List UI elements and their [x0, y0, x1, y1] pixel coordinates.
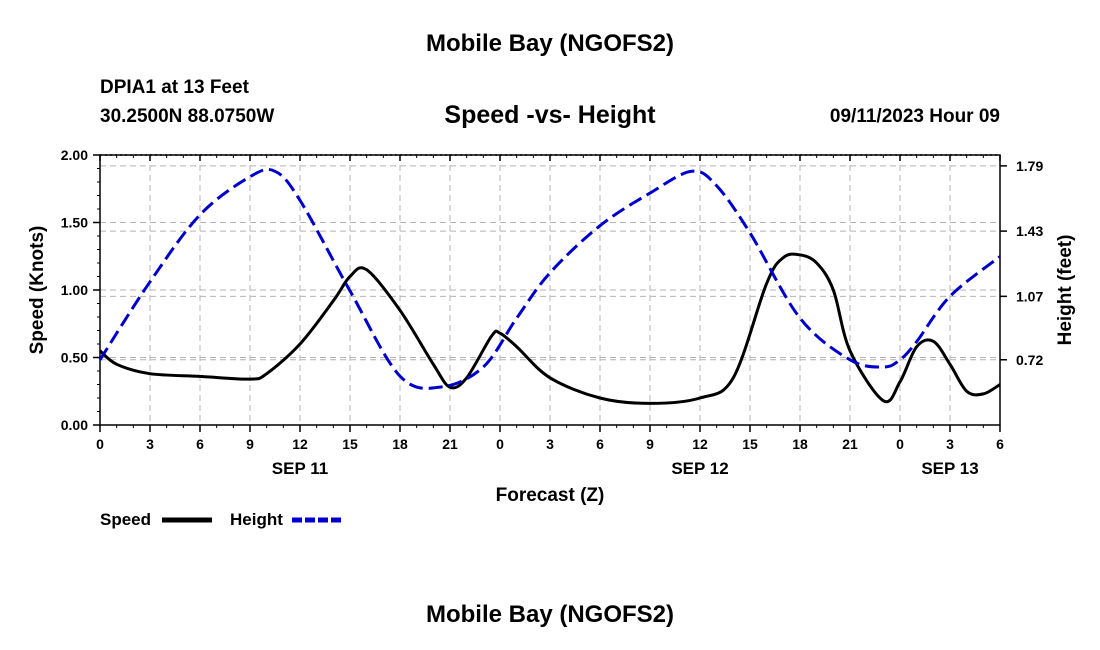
- y2-tick-label: 1.07: [1016, 288, 1043, 304]
- grid-lines: [100, 155, 1000, 425]
- x-tick-label: 15: [742, 436, 758, 452]
- speed-series-line: [99, 252, 1001, 405]
- x-tick-label: 21: [442, 436, 458, 452]
- y-tick-label: 1.00: [61, 282, 88, 298]
- x-axis-label: Forecast (Z): [496, 485, 605, 506]
- y2-axis-label: Height (feet): [1055, 235, 1076, 346]
- x-tick-label: 6: [996, 436, 1004, 452]
- x-tick-label: 3: [146, 436, 154, 452]
- station-name: DPIA1 at 13 Feet: [100, 77, 249, 98]
- x-tick-label: 3: [946, 436, 954, 452]
- y2-tick-label: 1.43: [1016, 223, 1043, 239]
- y2-tick-label: 1.79: [1016, 158, 1043, 174]
- x-tick-label: 3: [546, 436, 554, 452]
- x-tick-label: 18: [792, 436, 808, 452]
- x-tick-label: 0: [96, 436, 104, 452]
- footer-title: Mobile Bay (NGOFS2): [425, 601, 675, 628]
- x-tick-label: 15: [342, 436, 358, 452]
- y-axis-label: Speed (Knots): [27, 226, 48, 355]
- date-labels: SEP 11 SEP 12 SEP 13: [272, 459, 979, 478]
- date-label: SEP 13: [921, 459, 978, 478]
- y-tick-label: 1.50: [61, 215, 88, 231]
- date-label: SEP 11: [272, 459, 328, 478]
- x-tick-label: 0: [496, 436, 504, 452]
- x-axis-ticks: 0 3 6 9 12 15 18 21 0 3 6 9 12 15 18 21 0 3 6: [96, 155, 1004, 452]
- height-series-line: [98, 167, 1001, 390]
- legend-speed-label: Speed: [100, 510, 151, 529]
- x-tick-label: 18: [392, 436, 408, 452]
- forecast-run-time: 09/11/2023 Hour 09: [829, 106, 1000, 127]
- chart-subtitle: Speed -vs- Height: [444, 101, 656, 129]
- y2-tick-label: 0.72: [1016, 352, 1043, 368]
- y-tick-label: 0.50: [61, 350, 88, 366]
- legend-height-label: Height: [230, 510, 283, 529]
- y-tick-label: 0.00: [61, 417, 88, 433]
- legend: Speed Height: [100, 510, 342, 529]
- x-tick-label: 0: [896, 436, 904, 452]
- y-tick-label: 2.00: [61, 147, 88, 163]
- y-axis-ticks: 0.00 0.50 1.00 1.50 2.00: [61, 147, 100, 433]
- x-tick-label: 12: [292, 436, 308, 452]
- x-tick-label: 6: [596, 436, 604, 452]
- x-tick-label: 9: [646, 436, 654, 452]
- x-tick-label: 12: [692, 436, 708, 452]
- station-coordinates: 30.2500N 88.0750W: [100, 106, 275, 127]
- y2-axis-ticks: 0.72 1.07 1.43 1.79: [1000, 158, 1043, 368]
- date-label: SEP 12: [671, 459, 728, 478]
- chart-title: Mobile Bay (NGOFS2): [425, 30, 675, 57]
- x-tick-label: 6: [196, 436, 204, 452]
- x-tick-label: 9: [246, 436, 254, 452]
- x-tick-label: 21: [842, 436, 858, 452]
- series-lines: [98, 167, 1001, 405]
